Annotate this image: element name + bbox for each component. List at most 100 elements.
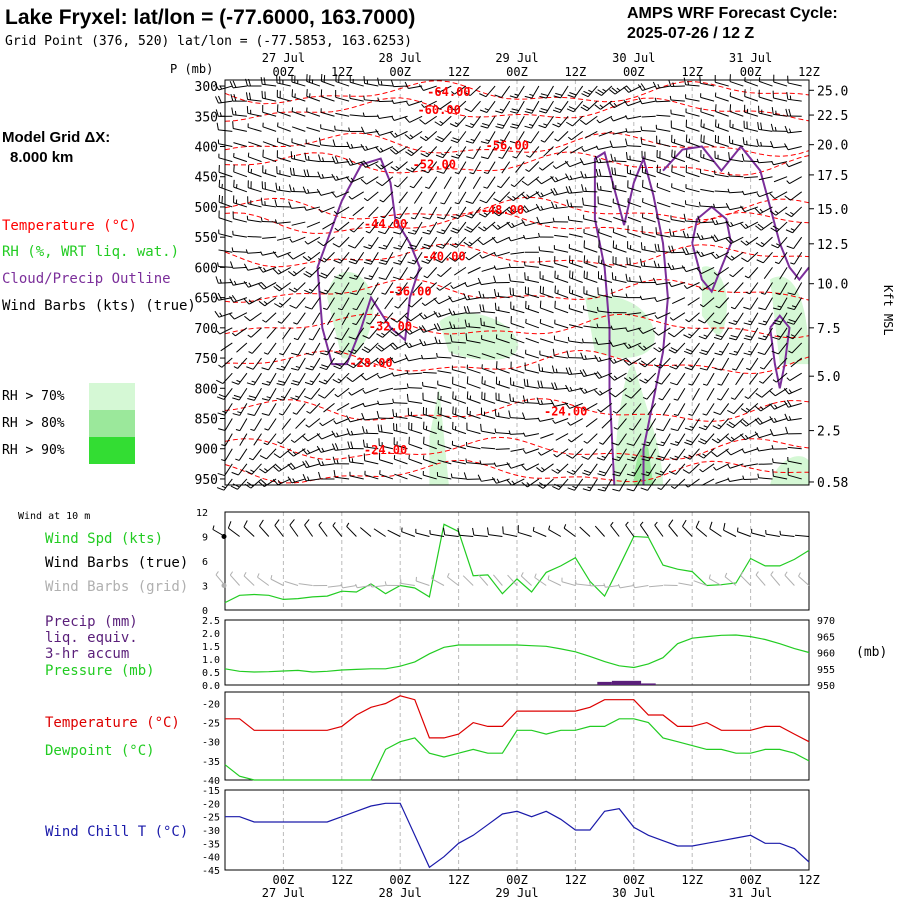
- panel-y-tick: 12: [196, 508, 208, 519]
- temperature-contour-label: -24.00: [544, 404, 587, 418]
- panel-y-tick: 0.0: [202, 681, 220, 692]
- bottom-time-label: 12Z: [331, 873, 353, 887]
- pressure-tick-label: 650: [195, 292, 218, 307]
- surface-grid-barb: [678, 583, 692, 586]
- legend-wind: Wind Barbs (kts) (true): [2, 298, 196, 314]
- height-tick-label: 25.0: [817, 84, 848, 99]
- panel-y-tick: 2.0: [202, 629, 220, 640]
- surface-grid-barb: [633, 584, 648, 588]
- surface-grid-barb: [604, 583, 619, 587]
- panel-y-tick: -30: [202, 826, 220, 837]
- wind-barb: [496, 449, 510, 450]
- cycle-label: AMPS WRF Forecast Cycle:: [627, 5, 838, 22]
- surface-grid-barb: [258, 573, 269, 585]
- pressure-tick-label: 550: [195, 231, 218, 246]
- precip-bar: [612, 681, 627, 685]
- surface-wind-barb: [626, 522, 634, 537]
- surface-grid-barb: [285, 581, 298, 585]
- pressure-tick-label: 350: [195, 110, 218, 125]
- legend-rh90-swatch: [89, 437, 135, 464]
- top-date-label: 31 Jul: [729, 51, 772, 65]
- surface-grid-barb: [230, 572, 239, 586]
- panel-y-tick: 2.5: [202, 616, 220, 627]
- pressure-right-tick: 970: [817, 616, 835, 627]
- surface-wind-barb: [669, 520, 678, 537]
- pressure-tick-label: 750: [195, 352, 218, 367]
- pressure-tick-label: 700: [195, 322, 218, 337]
- panel-y-tick: -40: [202, 853, 220, 864]
- pressure-tick-label: 600: [195, 261, 218, 276]
- legend-cloud: Cloud/Precip Outline: [2, 271, 171, 287]
- surface-wind-barb: [458, 528, 473, 536]
- surface-wind-barb: [305, 519, 313, 536]
- surface-wind-barb: [580, 527, 590, 537]
- height-tick-label: 5.0: [817, 370, 840, 385]
- height-tick-label: 17.5: [817, 169, 848, 184]
- temperature-contour-label: -56.00: [486, 138, 529, 152]
- surface-wind-barb: [244, 520, 254, 536]
- pressure-label: Pressure (mb): [45, 663, 155, 679]
- surface-wind-barb: [682, 520, 692, 536]
- panel-y-tick: -30: [202, 738, 220, 749]
- top-time-label: 12Z: [331, 65, 353, 79]
- bottom-time-label: 00Z: [623, 873, 645, 887]
- top-date-label: 30 Jul: [612, 51, 655, 65]
- pressure-tick-label: 500: [195, 201, 218, 216]
- pressure-tick-label: 300: [195, 80, 218, 95]
- pressure-line: [225, 635, 809, 672]
- panel-y-tick: -25: [202, 813, 220, 824]
- wind-grid-label: Wind Barbs (grid): [45, 579, 188, 595]
- panel-y-tick: 1.0: [202, 655, 220, 666]
- pressure-tick-label: 800: [195, 382, 218, 397]
- surface-grid-barb: [562, 578, 575, 586]
- surface-wind-barb: [416, 529, 430, 537]
- legend-temperature: Temperature (°C): [2, 218, 137, 234]
- barb-origin-dot: [222, 534, 227, 539]
- top-time-label: 00Z: [623, 65, 645, 79]
- panel-y-tick: -20: [202, 799, 220, 810]
- top-time-label: 00Z: [273, 65, 295, 79]
- surface-grid-barb: [649, 586, 663, 587]
- height-tick-label: 0.58: [817, 476, 848, 491]
- pressure-right-tick: 960: [817, 649, 835, 660]
- surface-wind-barb: [655, 522, 663, 536]
- wind-chill-label: Wind Chill T (°C): [45, 824, 188, 840]
- model-grid-label: Model Grid ΔX:: [2, 129, 110, 146]
- bottom-time-label: 12Z: [565, 873, 587, 887]
- temperature-contour-label: -40.00: [422, 250, 465, 264]
- surface-grid-barb: [447, 573, 458, 585]
- surface-grid-barb: [328, 586, 342, 588]
- surface-wind-barb: [228, 521, 239, 536]
- surface-grid-barb: [756, 572, 765, 586]
- bottom-time-label: 00Z: [389, 873, 411, 887]
- precip-bar: [597, 682, 612, 685]
- pressure-right-tick: 955: [817, 665, 835, 676]
- temperature-panel: -20-25-30-35-40: [202, 692, 809, 787]
- panel-y-tick: -35: [202, 757, 220, 768]
- panel-y-tick: -15: [202, 786, 220, 797]
- panel-y-tick: -25: [202, 719, 220, 730]
- dewpoint-label: Dewpoint (°C): [45, 743, 155, 759]
- surface-wind-barb: [487, 527, 502, 536]
- page-title: Lake Fryxel: lat/lon = (-77.6000, 163.70…: [5, 6, 415, 29]
- surface-wind-barb: [402, 528, 415, 537]
- height-ticks: 25.022.520.017.515.012.510.07.55.02.50.5…: [809, 84, 848, 491]
- wind-true-label: Wind Barbs (true): [45, 555, 188, 571]
- surface-grid-barb: [618, 584, 633, 588]
- bottom-time-label: 12Z: [448, 873, 470, 887]
- surface-grid-barb: [385, 581, 400, 585]
- surface-grid-barb: [341, 584, 356, 588]
- panel-y-tick: 6: [202, 557, 208, 568]
- wind-barb: [248, 236, 262, 237]
- surface-wind-barb: [710, 522, 722, 537]
- pressure-tick-label: 900: [195, 443, 218, 458]
- surface-wind-barb: [766, 530, 780, 537]
- precip-label-3: 3-hr accum: [45, 646, 129, 662]
- surface-wind-barb: [347, 523, 357, 537]
- precip-bar: [641, 683, 656, 685]
- bottom-time-label: 12Z: [681, 873, 703, 887]
- pressure-unit: (mb): [856, 645, 887, 660]
